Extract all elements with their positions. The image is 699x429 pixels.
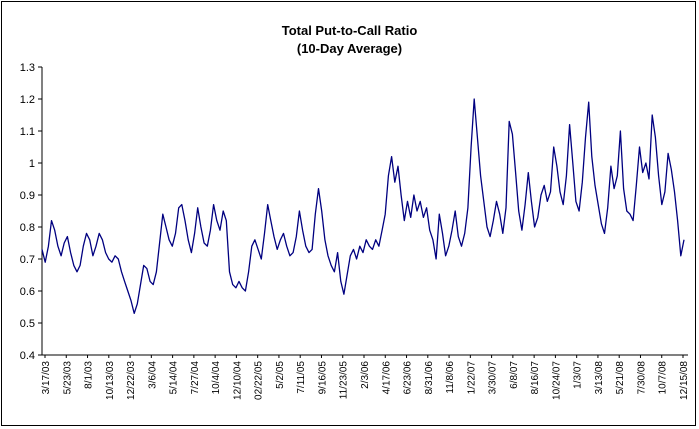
y-tick-label: 1 [29,158,35,170]
x-tick-label: 4/17/06 [381,361,392,395]
x-tick-label: 1/3/07 [573,361,584,389]
x-tick-label: 3/6/04 [147,361,158,389]
y-axis-ticks: 0.4 0.5 0.6 0.7 0.8 0.9 1 1.1 1.2 1.3 [20,62,42,362]
y-tick-label: 0.9 [20,190,35,202]
x-tick-label: 1/22/07 [466,361,477,395]
y-tick-label: 1.3 [20,62,35,74]
x-tick-label: 9/16/05 [317,361,328,395]
series-line [41,98,685,315]
x-tick-label: 5/2/05 [275,361,286,389]
y-tick-label: 0.8 [20,222,35,234]
y-tick-label: 1.2 [20,94,35,106]
y-tick-label: 0.7 [20,254,35,266]
y-tick-label: 0.4 [20,350,35,362]
x-tick-label: 10/24/07 [551,361,562,400]
x-tick-label: 6/8/07 [509,361,520,389]
x-tick-label: 12/15/08 [679,361,690,400]
x-tick-label: 10/7/08 [658,361,669,395]
x-tick-label: 11/23/05 [339,361,350,400]
x-axis-ticks: 3/17/03 5/23/03 8/1/03 10/13/03 12/22/03 3/6/… [41,355,690,400]
x-tick-label: 10/13/03 [105,361,116,400]
x-tick-label: 7/11/05 [296,361,307,394]
y-tick-label: 0.6 [20,286,35,298]
x-tick-label: 5/23/03 [62,361,73,395]
x-tick-label: 10/4/04 [211,361,222,395]
x-tick-label: 7/30/08 [636,361,647,395]
chart-subtitle: (10-Day Average) [296,41,403,56]
x-tick-label: 8/16/07 [530,361,541,395]
x-tick-label: 5/14/04 [169,361,180,395]
x-tick-label: 6/23/06 [403,361,414,395]
y-tick-label: 1.1 [20,126,35,138]
x-tick-label: 3/17/03 [41,361,52,395]
x-tick-label: 7/27/04 [190,361,201,395]
chart-title: Total Put-to-Call Ratio [281,23,418,38]
x-tick-label: 12/22/03 [126,361,137,400]
y-tick-label: 0.5 [20,318,35,330]
x-tick-label: 11/8/06 [445,361,456,394]
x-tick-label: 8/31/06 [424,361,435,395]
x-tick-label: 3/13/08 [594,361,605,395]
series-group [41,98,685,315]
x-tick-label: 8/1/03 [84,361,95,389]
x-tick-label: 02/22/05 [254,361,265,400]
chart-axes [41,67,688,356]
x-tick-label: 5/21/08 [615,361,626,395]
x-tick-label: 2/3/06 [360,361,371,389]
x-tick-label: 3/30/07 [488,361,499,395]
x-tick-label: 12/10/04 [232,361,243,400]
